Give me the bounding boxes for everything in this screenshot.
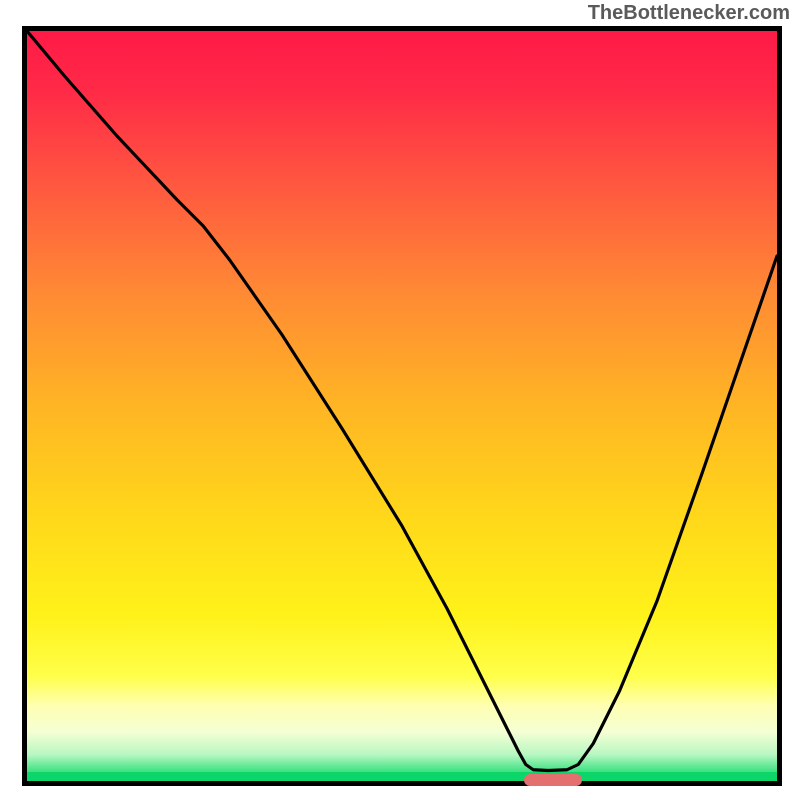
optimal-marker [524,774,582,786]
bottleneck-curve [27,31,777,781]
chart-container: TheBottlenecker.com [0,0,800,800]
curve-line [27,31,777,771]
chart-plot-area [22,26,782,786]
watermark-text: TheBottlenecker.com [588,2,790,25]
